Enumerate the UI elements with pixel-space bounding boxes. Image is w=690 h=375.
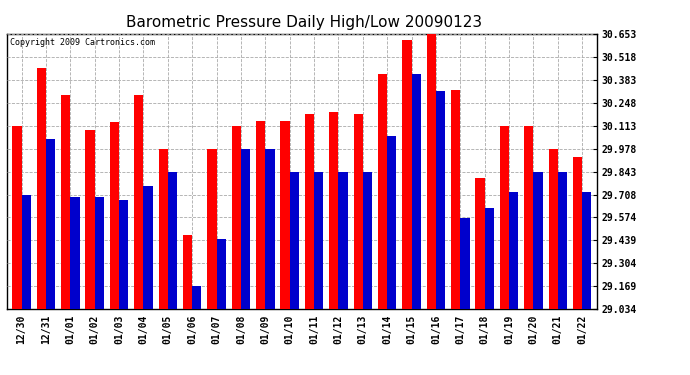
Bar xyxy=(500,126,509,309)
Bar xyxy=(37,68,46,309)
Bar xyxy=(134,95,144,309)
Bar xyxy=(387,136,397,309)
Bar xyxy=(402,40,411,309)
Bar xyxy=(363,172,372,309)
Bar xyxy=(280,121,290,309)
Bar xyxy=(329,112,338,309)
Bar xyxy=(119,200,128,309)
Bar xyxy=(21,195,31,309)
Text: Barometric Pressure Daily High/Low 20090123: Barometric Pressure Daily High/Low 20090… xyxy=(126,15,482,30)
Bar xyxy=(266,148,275,309)
Bar xyxy=(484,208,494,309)
Bar xyxy=(475,178,484,309)
Bar xyxy=(207,148,217,309)
Bar xyxy=(193,286,201,309)
Bar xyxy=(338,172,348,309)
Bar xyxy=(353,114,363,309)
Text: Copyright 2009 Cartronics.com: Copyright 2009 Cartronics.com xyxy=(10,38,155,47)
Bar xyxy=(524,126,533,309)
Bar xyxy=(241,148,250,309)
Bar xyxy=(217,239,226,309)
Bar xyxy=(582,192,591,309)
Bar xyxy=(436,91,445,309)
Bar xyxy=(159,148,168,309)
Bar xyxy=(61,95,70,309)
Bar xyxy=(290,172,299,309)
Bar xyxy=(232,126,241,309)
Bar xyxy=(144,186,152,309)
Bar xyxy=(549,148,558,309)
Bar xyxy=(411,74,421,309)
Bar xyxy=(86,130,95,309)
Bar xyxy=(426,34,436,309)
Bar xyxy=(378,74,387,309)
Bar xyxy=(183,235,193,309)
Bar xyxy=(509,192,518,309)
Bar xyxy=(305,114,314,309)
Bar xyxy=(314,172,324,309)
Bar xyxy=(12,126,21,309)
Bar xyxy=(451,90,460,309)
Bar xyxy=(110,122,119,309)
Bar xyxy=(46,139,55,309)
Bar xyxy=(256,121,266,309)
Bar xyxy=(95,197,104,309)
Bar xyxy=(533,172,543,309)
Bar xyxy=(70,197,79,309)
Bar xyxy=(460,217,470,309)
Bar xyxy=(168,172,177,309)
Bar xyxy=(573,157,582,309)
Bar xyxy=(558,172,567,309)
